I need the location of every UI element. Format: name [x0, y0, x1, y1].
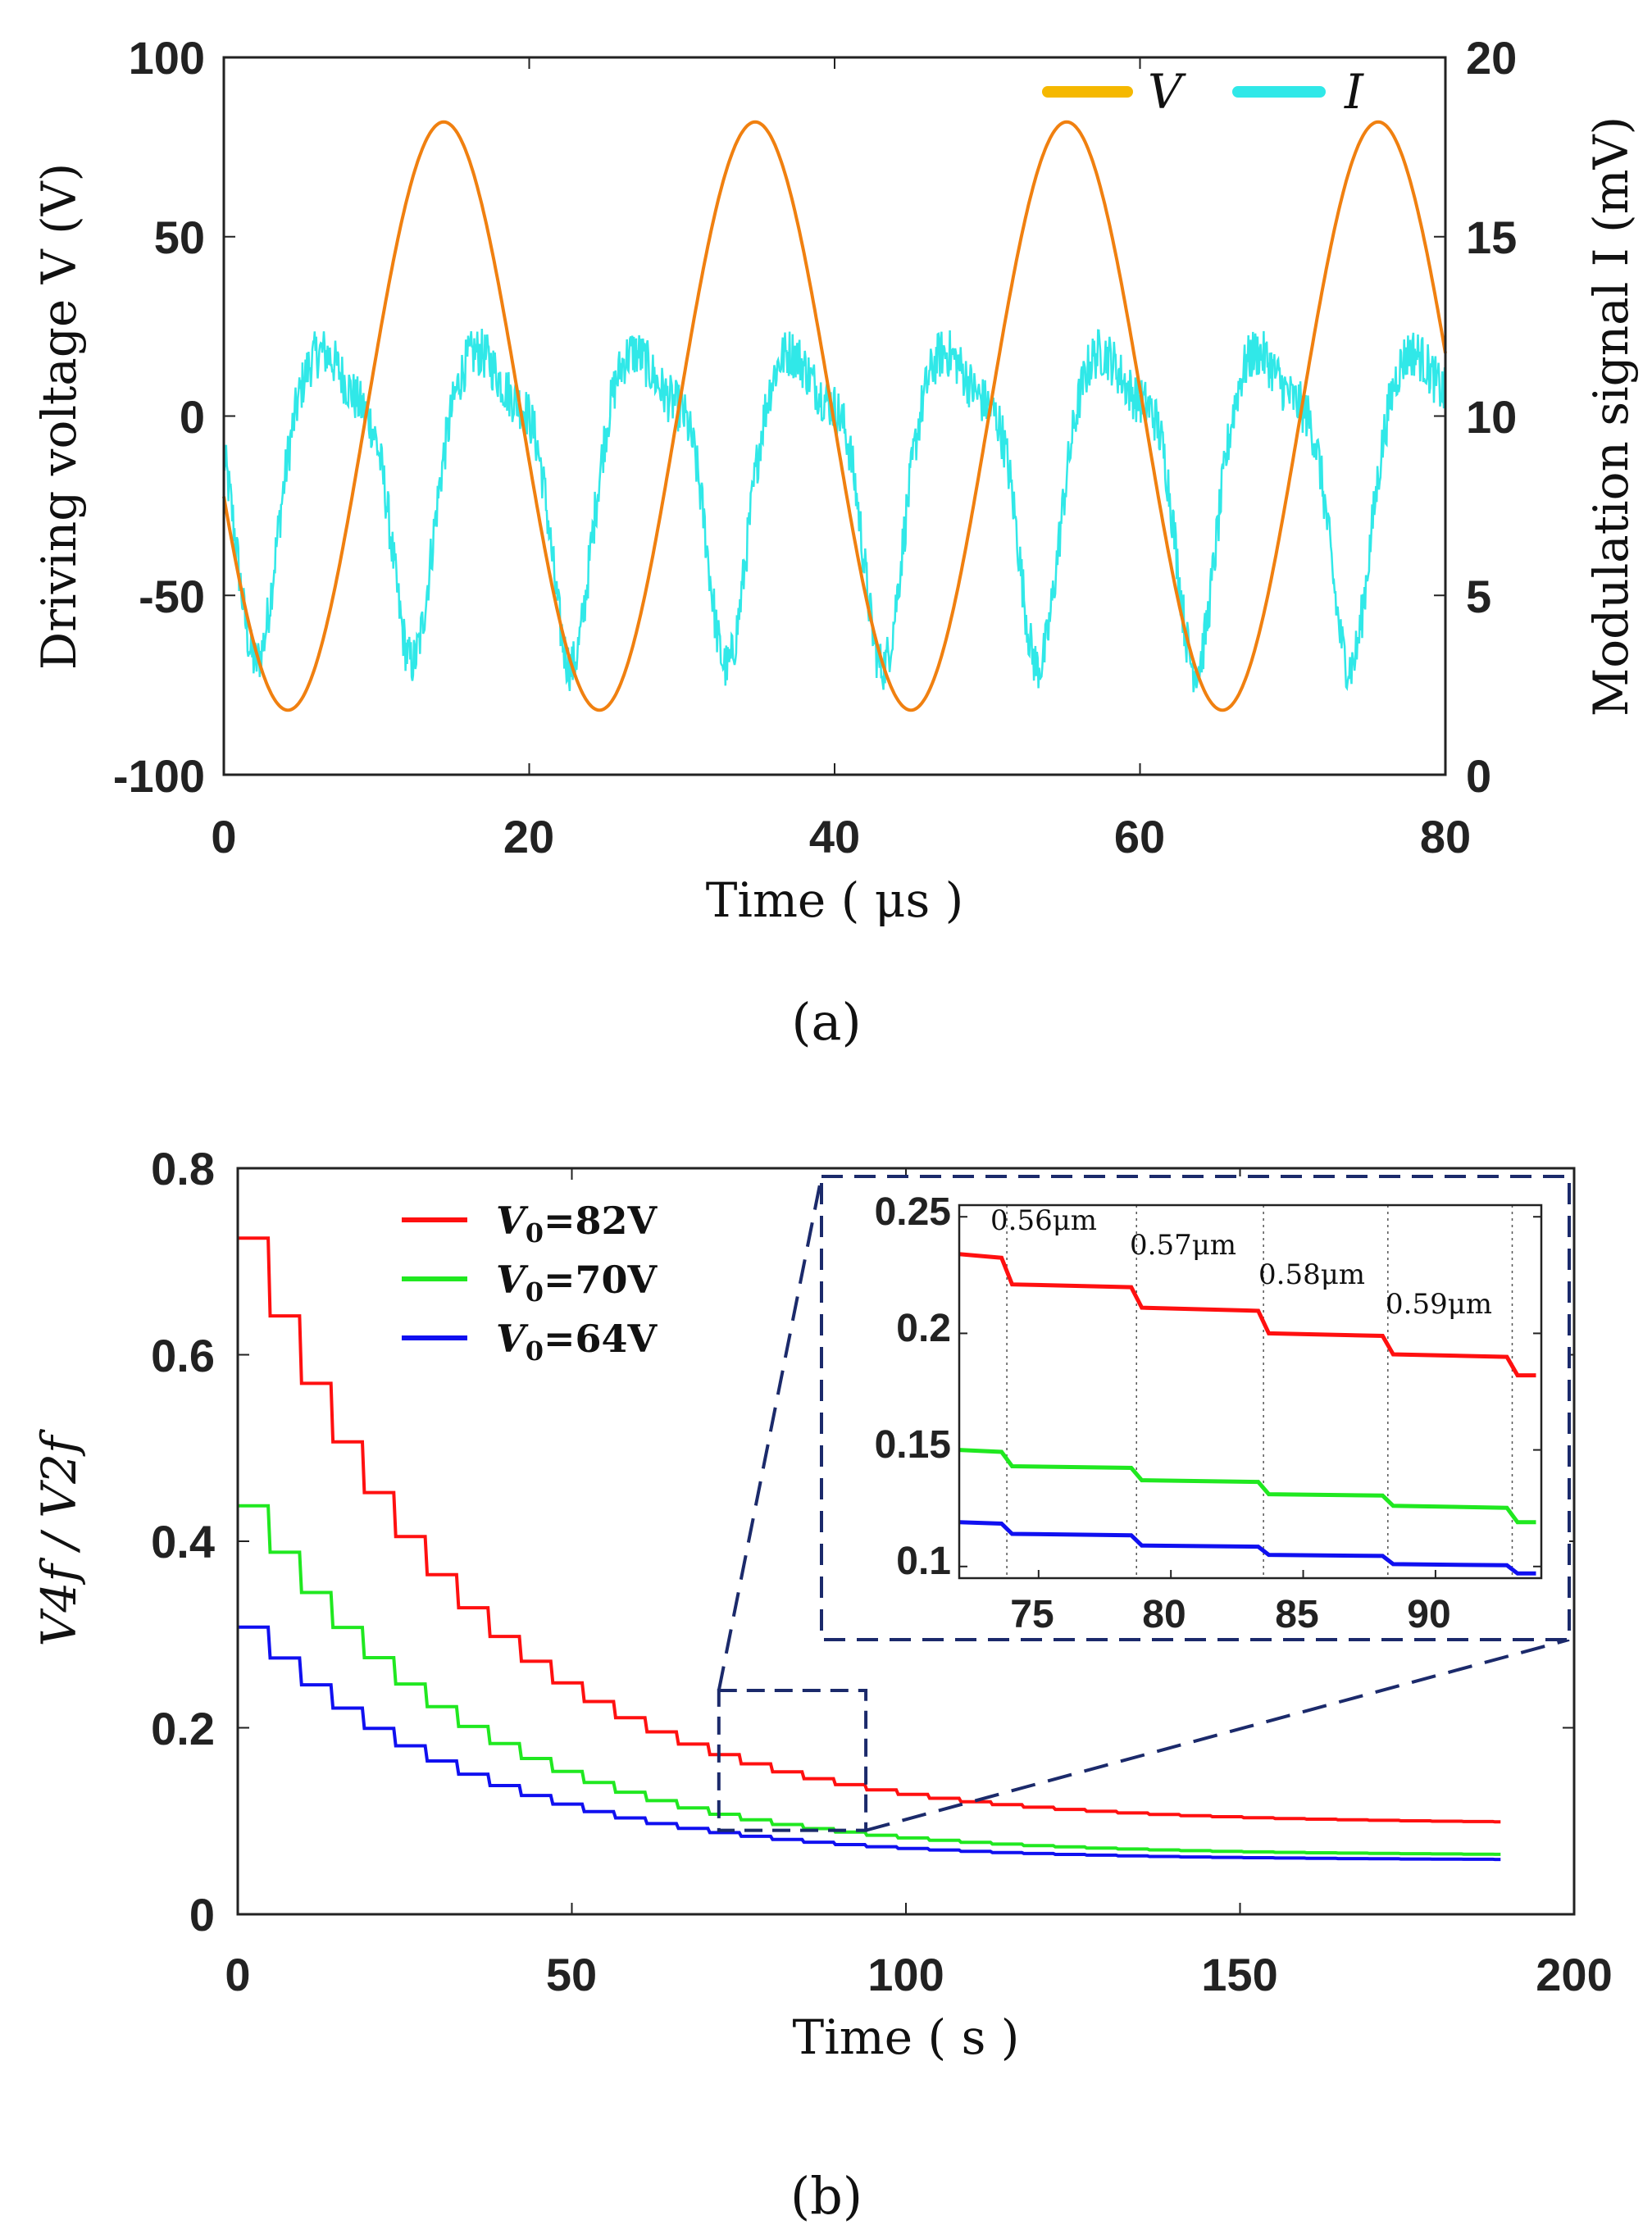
a-xtick-2: 40 — [809, 811, 860, 862]
b-zoom-rect — [717, 1689, 868, 1832]
b-legend-sub-0: 0 — [526, 1217, 544, 1249]
a-ytick-right-1: 15 — [1466, 212, 1517, 263]
a-ytick-left-1: 50 — [154, 212, 205, 263]
b-series-line-1 — [238, 1504, 1501, 1856]
b-legend-main-0: V — [496, 1199, 529, 1243]
a-ytick-right-3: 5 — [1466, 571, 1491, 622]
inset-line-green — [958, 1448, 1536, 1525]
panel-b-yticks: 0.8 0.6 0.4 0.2 0 — [151, 1143, 215, 1941]
panel-b-xticks: 0 50 100 150 200 — [225, 1949, 1612, 2000]
b-ylabel: V4f / V2f — [31, 1428, 87, 1646]
panel-b-frame — [236, 1167, 1576, 1916]
inset-xtick-3: 90 — [1407, 1593, 1450, 1636]
b-xtick-2: 100 — [867, 1949, 944, 2000]
b-legend-main-1: V — [496, 1258, 529, 1302]
b-legend-sub-1: 0 — [526, 1276, 544, 1308]
a-ytick-left-3: -50 — [139, 571, 205, 622]
b-ytick-2: 0.4 — [151, 1516, 215, 1567]
a-xtick-3: 60 — [1114, 811, 1165, 862]
b-caption: (b) — [790, 2166, 862, 2226]
b-inset-annotations: 0.56μm 0.57μm 0.58μm 0.59μm — [990, 1204, 1492, 1321]
panel-a-yticks-left: 100 50 0 -50 -100 — [113, 32, 205, 802]
inset-xtick-1: 80 — [1142, 1593, 1186, 1636]
panel-b: 0.8 0.6 0.4 0.2 0 0 50 100 150 200 Time … — [31, 1143, 1613, 2226]
a-xtick-1: 20 — [503, 811, 554, 862]
inset-ytick-3: 0.1 — [896, 1540, 951, 1583]
a-xtick-0: 0 — [211, 811, 236, 862]
inset-annot-0: 0.56μm — [990, 1204, 1097, 1237]
inset-annot-1: 0.57μm — [1130, 1229, 1236, 1262]
panel-a-xticks: 0 20 40 60 80 — [211, 811, 1471, 862]
b-inset-frame — [958, 1203, 1543, 1580]
b-inset-yticks: 0.25 0.2 0.15 0.1 — [875, 1190, 951, 1583]
panel-a-yticks-right: 20 15 10 5 0 — [1466, 32, 1517, 802]
b-legend-main-2: V — [496, 1317, 529, 1361]
b-inset: 0.25 0.2 0.15 0.1 75 80 85 90 0.56μm 0.5… — [820, 1175, 1571, 1641]
inset-ytick-2: 0.15 — [875, 1423, 951, 1467]
panel-a-series — [222, 57, 1447, 776]
b-zoom-box — [717, 1176, 1570, 1832]
b-series-line-0 — [238, 1236, 1501, 1824]
inset-annot-2: 0.58μm — [1258, 1258, 1365, 1291]
b-series-line-2 — [238, 1625, 1501, 1862]
a-series-v-line — [222, 120, 1447, 712]
a-xtick-4: 80 — [1420, 811, 1471, 862]
b-legend: V0=82V V0=70V V0=64V — [402, 1199, 658, 1367]
inset-ytick-0: 0.25 — [875, 1190, 951, 1234]
inset-ytick-1: 0.2 — [896, 1307, 951, 1350]
inset-line-red — [958, 1252, 1536, 1378]
a-xlabel: Time ( μs ) — [706, 872, 964, 928]
a-ytick-right-4: 0 — [1466, 750, 1491, 802]
b-inset-xticks: 75 80 85 90 — [1010, 1593, 1450, 1636]
inset-line-blue — [958, 1520, 1536, 1576]
a-caption: (a) — [791, 992, 861, 1052]
b-inset-outer-frame — [820, 1175, 1571, 1641]
panel-a: 100 50 0 -50 -100 20 15 10 5 0 0 20 40 6… — [31, 32, 1639, 1052]
a-ylabel-right: Modulation signal I (mV) — [1583, 116, 1639, 717]
b-xtick-1: 50 — [546, 1949, 597, 2000]
b-ytick-4: 0 — [189, 1889, 215, 1941]
inset-xtick-0: 75 — [1010, 1593, 1054, 1636]
a-ytick-left-4: -100 — [113, 750, 205, 802]
b-inset-series — [958, 1205, 1541, 1578]
a-legend: V I — [1042, 64, 1364, 120]
b-legend-label-2: V0=64V — [496, 1317, 658, 1367]
a-ytick-left-0: 100 — [129, 32, 205, 84]
a-legend-i-label: I — [1344, 64, 1364, 120]
b-ytick-1: 0.6 — [151, 1330, 215, 1381]
a-ytick-left-2: 0 — [180, 391, 205, 443]
inset-annot-3: 0.59μm — [1386, 1288, 1492, 1321]
b-xtick-3: 150 — [1201, 1949, 1277, 2000]
a-series-i-line — [222, 328, 1447, 693]
b-xtick-0: 0 — [225, 1949, 250, 2000]
b-legend-rest-2: =64V — [544, 1317, 658, 1361]
b-zoom-connector-bottom — [865, 1638, 1570, 1832]
b-ytick-0: 0.8 — [151, 1143, 215, 1194]
inset-xtick-2: 85 — [1275, 1593, 1318, 1636]
a-legend-v-label: V — [1148, 64, 1186, 120]
b-xtick-4: 200 — [1536, 1949, 1612, 2000]
b-legend-label-1: V0=70V — [496, 1258, 658, 1308]
b-ytick-3: 0.2 — [151, 1703, 215, 1754]
b-legend-label-0: V0=82V — [496, 1199, 658, 1249]
b-legend-rest-1: =70V — [544, 1258, 658, 1302]
b-legend-rest-0: =82V — [544, 1199, 658, 1243]
b-zoom-connector-top — [717, 1176, 823, 1691]
b-xlabel: Time ( s ) — [793, 2009, 1020, 2065]
b-legend-sub-2: 0 — [526, 1335, 544, 1367]
panel-a-frame — [222, 56, 1447, 776]
a-ytick-right-2: 10 — [1466, 391, 1517, 443]
a-ytick-right-0: 20 — [1466, 32, 1517, 84]
a-ylabel-left: Driving voltage V (V) — [31, 163, 87, 671]
